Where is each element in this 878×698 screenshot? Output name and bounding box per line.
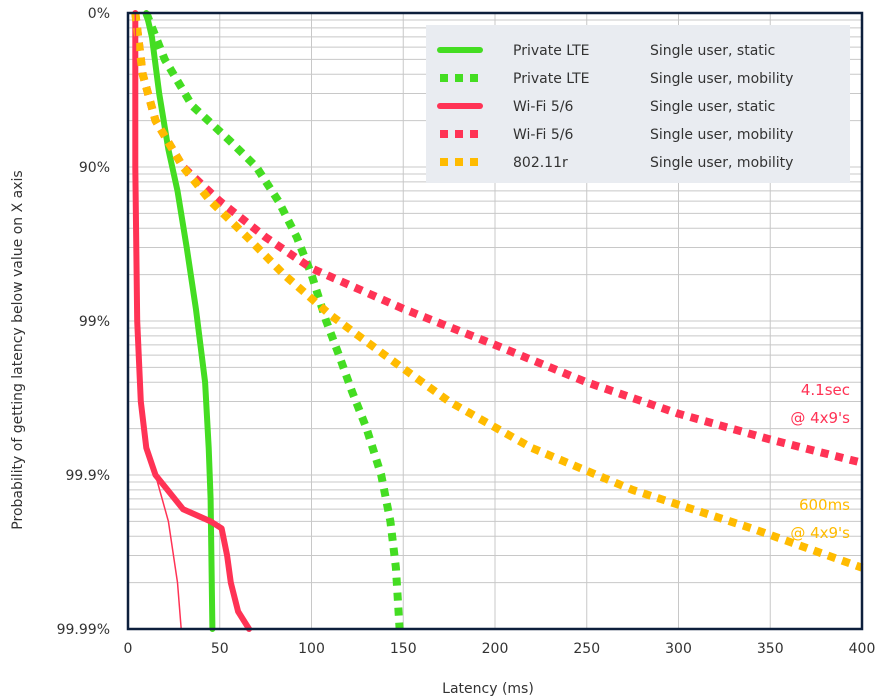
x-tick-label: 100 [298, 641, 325, 657]
plot-frame [126, 11, 864, 631]
x-tick-label: 300 [665, 641, 692, 657]
y-tick-label: 90% [79, 160, 110, 176]
x-tick-label: 250 [573, 641, 600, 657]
y-tick-label: 99.99% [57, 622, 110, 638]
x-tick-label: 350 [757, 641, 784, 657]
y-tick-label: 0% [88, 6, 110, 22]
series-layer [131, 10, 864, 632]
80211r-annotation-line1: 600ms [799, 496, 850, 514]
legend-series-desc: Single user, mobility [650, 127, 793, 143]
y-tick-label: 99% [79, 314, 110, 330]
x-tick-label: 400 [849, 641, 876, 657]
legend-series-name: Private LTE [513, 71, 590, 87]
legend-series-desc: Single user, mobility [650, 155, 793, 171]
legend-series-name: Private LTE [513, 43, 590, 59]
x-tick-label: 200 [482, 641, 509, 657]
legend-series-name: Wi-Fi 5/6 [513, 127, 573, 143]
x-tick-label: 0 [124, 641, 133, 657]
y-tick-label: 99.9% [66, 468, 110, 484]
legend-series-desc: Single user, static [650, 43, 775, 59]
legend-series-desc: Single user, mobility [650, 71, 793, 87]
wifi-mobility-annotation-line2: @ 4x9's [790, 409, 850, 427]
x-tick-label: 50 [211, 641, 229, 657]
y-tick-labels: 0% 90% 99% 99.9% 99.99% [57, 6, 110, 638]
x-axis-label: Latency (ms) [442, 681, 534, 697]
legend: Private LTE Single user, static Private LT… [426, 25, 850, 183]
80211r-annotation-line2: @ 4x9's [790, 524, 850, 542]
x-tick-label: 150 [390, 641, 417, 657]
wifi-static-thin-line [134, 12, 182, 630]
legend-series-name: 802.11r [513, 155, 568, 171]
y-axis-label: Probability of getting latency below val… [10, 170, 26, 529]
series-line-1 [143, 10, 216, 632]
legend-background [426, 25, 850, 183]
legend-series-desc: Single user, static [650, 99, 775, 115]
x-tick-labels: 0 50 100 150 200 250 300 350 400 [124, 641, 876, 657]
series-line-5 [131, 12, 864, 572]
legend-series-name: Wi-Fi 5/6 [513, 99, 573, 115]
wifi-mobility-annotation-line1: 4.1sec [801, 381, 850, 399]
